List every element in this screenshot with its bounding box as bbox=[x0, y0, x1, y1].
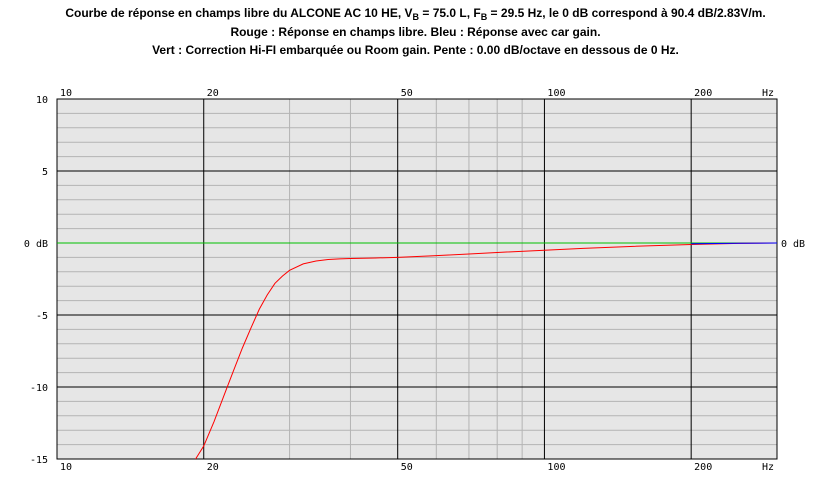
chart-titles: Courbe de réponse en champs libre du ALC… bbox=[0, 4, 831, 60]
right-zero-label: 0 dB bbox=[781, 239, 805, 250]
x-tick-label-top: 200 bbox=[694, 88, 712, 99]
y-tick-label: 5 bbox=[42, 167, 48, 178]
x-tick-label-bottom: 200 bbox=[694, 462, 712, 473]
x-tick-label-top: 20 bbox=[207, 88, 219, 99]
y-tick-label: -10 bbox=[30, 383, 48, 394]
y-tick-label: 0 dB bbox=[24, 239, 48, 250]
x-tick-label-top: 50 bbox=[401, 88, 413, 99]
x-unit-label-top: Hz bbox=[762, 88, 774, 99]
y-tick-label: 10 bbox=[36, 95, 48, 106]
x-tick-label-top: 100 bbox=[547, 88, 565, 99]
series-rouge-line bbox=[194, 242, 777, 459]
title-line-2: Rouge : Réponse en champs libre. Bleu : … bbox=[230, 24, 601, 39]
series-layer bbox=[57, 242, 777, 459]
minor-grid bbox=[57, 99, 778, 459]
title-line-1: Courbe de réponse en champs libre du ALC… bbox=[65, 6, 766, 22]
x-tick-label-bottom: 10 bbox=[60, 462, 72, 473]
series-bleu-line bbox=[691, 242, 777, 245]
x-tick-label-bottom: 100 bbox=[547, 462, 565, 473]
plot-area bbox=[57, 99, 777, 459]
plot-frame bbox=[56, 98, 778, 460]
tick-labels: 10 10 20 20 50 50 100 100 200 200 Hz Hz 10 5 0 dB -5 -10… bbox=[24, 88, 805, 473]
x-tick-label-top: 10 bbox=[60, 88, 72, 99]
x-tick-label-bottom: 50 bbox=[401, 462, 413, 473]
y-tick-label: -5 bbox=[36, 311, 48, 322]
title-line-3: Vert : Correction Hi-FI embarquée ou Roo… bbox=[152, 43, 679, 57]
x-unit-label-bottom: Hz bbox=[762, 462, 774, 473]
x-tick-label-bottom: 20 bbox=[207, 462, 219, 473]
y-tick-label: -15 bbox=[30, 455, 48, 466]
